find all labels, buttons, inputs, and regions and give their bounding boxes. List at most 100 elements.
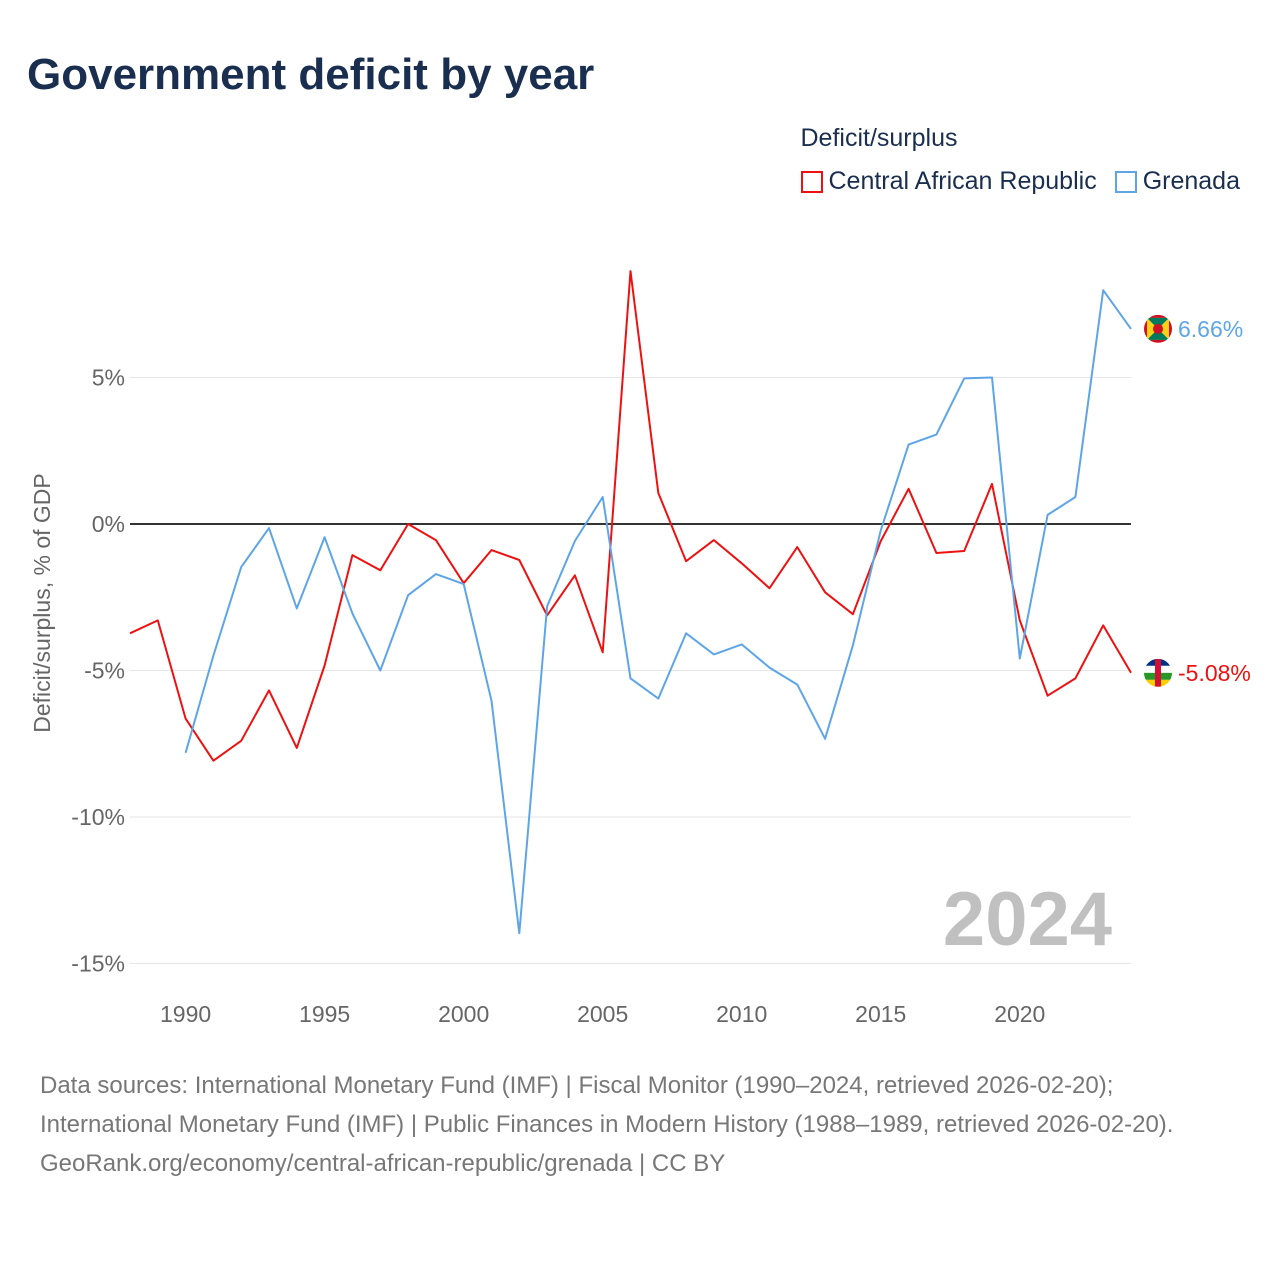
y-tick-label: 5%: [92, 365, 125, 391]
data-point: [266, 525, 272, 531]
central-african-republic-flag-icon: [1144, 658, 1172, 687]
data-point: [711, 537, 717, 543]
data-point: [739, 641, 745, 647]
data-point: [349, 552, 355, 558]
source-link[interactable]: GeoRank.org/economy/central-african-repu…: [40, 1150, 726, 1177]
data-point: [377, 567, 383, 573]
data-point: [683, 558, 689, 564]
data-point: [572, 572, 578, 578]
data-point: [933, 432, 939, 438]
y-tick-label: 0%: [92, 511, 125, 537]
data-point: [266, 687, 272, 693]
data-point: [711, 651, 717, 657]
data-point: [1100, 287, 1106, 293]
x-tick-label: 2015: [855, 1001, 906, 1027]
x-tick-label: 1990: [160, 1001, 211, 1027]
data-point: [655, 696, 661, 702]
footer: Data sources: International Monetary Fun…: [40, 1066, 1240, 1183]
legend-item-grenada[interactable]: Grenada: [1114, 167, 1240, 196]
data-point: [1100, 622, 1106, 628]
data-point: [767, 585, 773, 591]
data-point: [461, 581, 467, 587]
data-point: [433, 571, 439, 577]
data-point: [600, 649, 606, 655]
data-sources: Data sources: International Monetary Fun…: [40, 1072, 1174, 1138]
data-point: [127, 630, 133, 636]
data-point: [433, 537, 439, 543]
end-value-label: 6.66%: [1178, 316, 1243, 342]
data-point: [1072, 675, 1078, 681]
data-point: [600, 494, 606, 500]
data-point: [683, 630, 689, 636]
data-point: [1045, 512, 1051, 518]
x-tick-label: 2000: [438, 1001, 489, 1027]
data-point: [906, 486, 912, 492]
data-point: [238, 738, 244, 744]
data-point: [878, 527, 884, 533]
data-point: [405, 521, 411, 527]
data-point: [794, 544, 800, 550]
data-point: [405, 592, 411, 598]
data-point: [155, 617, 161, 623]
data-point: [377, 668, 383, 674]
data-point: [850, 642, 856, 648]
data-point: [655, 490, 661, 496]
data-point: [822, 589, 828, 595]
legend-item-central-african-republic[interactable]: Central African Republic: [800, 167, 1097, 196]
data-point: [488, 547, 494, 553]
grenada-flag-icon: [1144, 314, 1172, 343]
x-tick-label: 2005: [577, 1001, 628, 1027]
data-point: [794, 682, 800, 688]
y-tick-label: -10%: [71, 804, 125, 830]
data-point: [628, 675, 634, 681]
data-point: [349, 610, 355, 616]
legend-label: Central African Republic: [828, 167, 1097, 195]
x-tick-label: 2010: [716, 1001, 767, 1027]
x-tick-label: 1995: [299, 1001, 350, 1027]
data-point: [906, 442, 912, 448]
data-point: [322, 534, 328, 540]
data-point: [183, 750, 189, 756]
data-point: [210, 758, 216, 764]
data-point: [1072, 494, 1078, 500]
data-point: [961, 375, 967, 381]
data-point: [739, 560, 745, 566]
data-point: [989, 375, 995, 381]
legend: Deficit/surplus Central African Republic…: [800, 124, 1240, 196]
data-point: [767, 665, 773, 671]
data-point: [1045, 693, 1051, 699]
end-value-label: -5.08%: [1178, 660, 1251, 686]
data-point: [1017, 617, 1023, 623]
data-point: [1017, 655, 1023, 661]
data-point: [488, 698, 494, 704]
data-point: [238, 564, 244, 570]
data-point: [322, 663, 328, 669]
data-point: [516, 930, 522, 936]
data-point: [628, 268, 634, 274]
data-point: [294, 745, 300, 751]
x-tick-label: 2020: [994, 1001, 1045, 1027]
series-line-grenada: [184, 289, 1132, 935]
legend-swatch: [1114, 170, 1137, 193]
data-point: [822, 736, 828, 742]
data-point: [989, 481, 995, 487]
data-point: [544, 603, 550, 609]
data-point: [933, 550, 939, 556]
legend-label: Grenada: [1142, 167, 1240, 195]
data-point: [850, 611, 856, 617]
data-point: [516, 557, 522, 563]
data-point: [183, 716, 189, 722]
data-point: [1128, 670, 1134, 676]
legend-title: Deficit/surplus: [800, 124, 958, 152]
series-line-central-african-republic: [129, 270, 1132, 762]
chart-title: Government deficit by year: [27, 50, 595, 99]
y-tick-label: -5%: [84, 658, 125, 684]
data-point: [210, 653, 216, 659]
legend-swatch: [800, 170, 823, 193]
y-axis-label: Deficit/surplus, % of GDP: [29, 473, 55, 732]
data-point: [572, 538, 578, 544]
data-point: [1128, 326, 1134, 332]
data-point: [294, 605, 300, 611]
data-point: [961, 548, 967, 554]
